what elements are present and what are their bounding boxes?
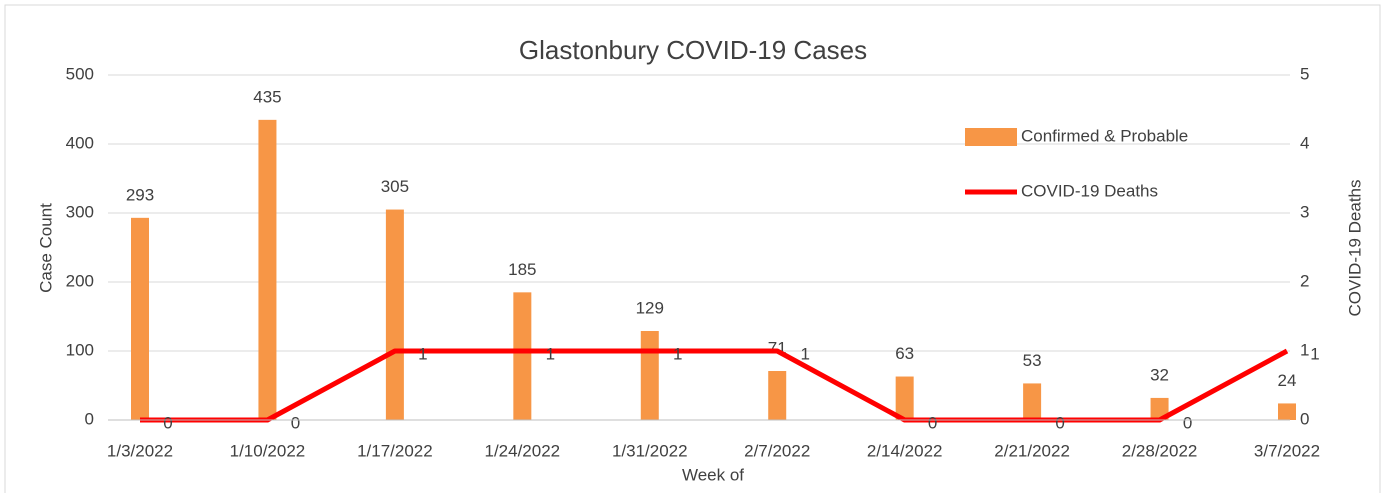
- legend-label: COVID-19 Deaths: [1021, 181, 1158, 200]
- line-value-label: 0: [291, 413, 300, 432]
- bar-value-label: 435: [253, 87, 281, 106]
- x-tick-label: 1/31/2022: [612, 441, 688, 460]
- line-value-label: 0: [1055, 413, 1064, 432]
- bar-value-label: 185: [508, 260, 536, 279]
- y-axis-title: Case Count: [36, 203, 55, 293]
- y2-tick-label: 3: [1300, 202, 1309, 221]
- line-value-label: 1: [800, 344, 809, 363]
- bar: [1150, 397, 1169, 420]
- x-tick-label: 1/17/2022: [357, 441, 433, 460]
- y2-tick-label: 4: [1300, 133, 1309, 152]
- y2-tick-label: 0: [1300, 409, 1309, 428]
- bar-value-label: 63: [895, 344, 914, 363]
- y-tick-label: 500: [66, 64, 94, 83]
- y2-axis-title: COVID-19 Deaths: [1345, 180, 1364, 317]
- bar: [895, 376, 914, 420]
- x-tick-label: 3/7/2022: [1254, 441, 1320, 460]
- x-tick-label: 2/14/2022: [867, 441, 943, 460]
- x-tick-label: 1/10/2022: [230, 441, 306, 460]
- bar: [1023, 383, 1042, 420]
- line-value-label: 1: [673, 344, 682, 363]
- bar-value-label: 53: [1023, 351, 1042, 370]
- bar-value-label: 32: [1150, 365, 1169, 384]
- line-value-label: 0: [163, 413, 172, 432]
- line-value-label: 1: [418, 344, 427, 363]
- y-tick-label: 200: [66, 271, 94, 290]
- y-tick-label: 100: [66, 340, 94, 359]
- y-tick-label: 0: [85, 409, 94, 428]
- x-axis-title: Week of: [682, 465, 744, 484]
- y-tick-label: 400: [66, 133, 94, 152]
- bar: [385, 209, 404, 420]
- bar: [768, 371, 787, 420]
- legend-label: Confirmed & Probable: [1021, 126, 1188, 145]
- bar-value-label: 24: [1278, 371, 1297, 390]
- y2-tick-label: 1: [1300, 340, 1309, 359]
- x-tick-label: 1/24/2022: [485, 441, 561, 460]
- legend-swatch: [965, 128, 1017, 146]
- line-value-label: 1: [1310, 344, 1319, 363]
- chart-title: Glastonbury COVID-19 Cases: [519, 35, 867, 65]
- bar-value-label: 305: [381, 177, 409, 196]
- y2-tick-label: 2: [1300, 271, 1309, 290]
- y2-tick-label: 5: [1300, 64, 1309, 83]
- line-value-label: 0: [1183, 413, 1192, 432]
- x-tick-label: 2/28/2022: [1122, 441, 1198, 460]
- bar-value-label: 293: [126, 185, 154, 204]
- x-tick-label: 2/7/2022: [744, 441, 810, 460]
- bar: [640, 330, 659, 420]
- y-tick-label: 300: [66, 202, 94, 221]
- bar: [258, 119, 277, 420]
- bar: [513, 292, 532, 420]
- bar: [131, 217, 149, 420]
- bar: [1278, 403, 1296, 420]
- line-value-label: 0: [928, 413, 937, 432]
- line-value-label: 1: [546, 344, 555, 363]
- bar-value-label: 129: [636, 298, 664, 317]
- x-tick-label: 1/3/2022: [107, 441, 173, 460]
- x-tick-label: 2/21/2022: [994, 441, 1070, 460]
